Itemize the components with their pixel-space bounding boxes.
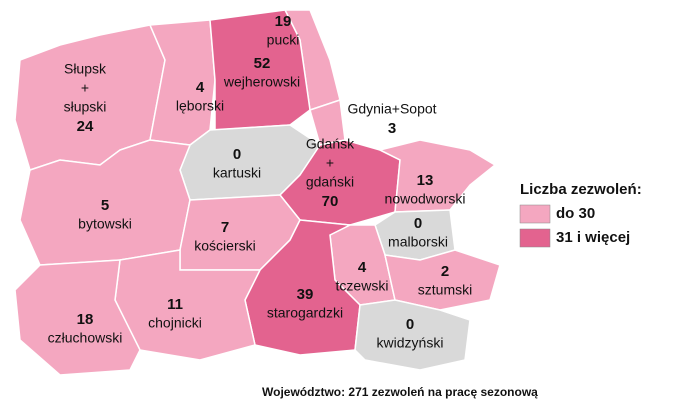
region-name: człuchowski: [48, 330, 123, 346]
region-name: kartuski: [213, 165, 261, 181]
legend-swatch: [519, 228, 551, 248]
region-value: 3: [388, 120, 396, 137]
region-name: chojnicki: [148, 315, 202, 331]
region-name: Słupsk: [64, 61, 107, 77]
legend-swatch: [519, 204, 551, 224]
region-name: tczewski: [336, 278, 389, 294]
region-name: sztumski: [418, 282, 472, 298]
region-value: 2: [441, 263, 449, 280]
region: [14, 259, 141, 376]
region: [209, 9, 311, 131]
region-value: 24: [77, 118, 94, 135]
region-name: bytowski: [78, 216, 132, 232]
region-value: 39: [297, 286, 314, 303]
region-name: lęborski: [176, 98, 224, 114]
region-name: Gdynia+Sopot: [347, 101, 436, 117]
region-value: 19: [275, 13, 292, 30]
footer: Województwo: 271 zezwoleń na pracę sezon…: [262, 385, 538, 399]
region-name: malborski: [388, 234, 448, 250]
region: [244, 219, 361, 356]
region-value: 0: [414, 215, 422, 232]
legend-title: Liczba zezwoleń:: [520, 181, 642, 198]
region-value: 4: [196, 79, 205, 96]
region-name: pucki: [267, 32, 300, 48]
region-value: 13: [417, 172, 434, 189]
region-name: kościerski: [194, 238, 255, 254]
region: [377, 139, 497, 213]
region-name: wejherowski: [223, 74, 300, 90]
legend-label: 31 i więcej: [556, 229, 630, 246]
region: [354, 299, 471, 371]
region-name: kwidzyński: [377, 335, 444, 351]
region-name: gdański: [306, 174, 354, 190]
region: [278, 139, 401, 226]
region-value: 7: [221, 219, 229, 236]
region-name: starogardzki: [267, 305, 343, 321]
region-value: 0: [406, 316, 414, 333]
region-name: nowodworski: [385, 191, 466, 207]
region-value: 0: [233, 146, 241, 163]
region-name: +: [326, 155, 334, 171]
region-name: +: [81, 80, 89, 96]
region-name: słupski: [64, 99, 107, 115]
regions: [14, 9, 501, 376]
region-labels: Słupsk+słupski244lęborski19pucki52wejher…: [48, 13, 473, 351]
region-value: 70: [322, 193, 339, 210]
region-value: 11: [167, 296, 183, 313]
legend-label: do 30: [556, 205, 595, 222]
region-value: 52: [254, 55, 271, 72]
region-value: 18: [77, 311, 94, 328]
region-value: 4: [358, 259, 367, 276]
region-name: Gdańsk: [306, 136, 355, 152]
region-value: 5: [101, 197, 109, 214]
